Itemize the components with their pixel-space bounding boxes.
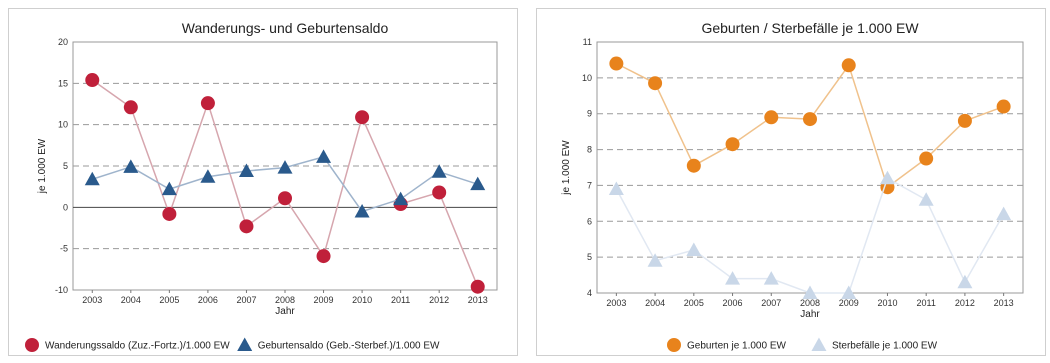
chart-1-y-tick-label: 5 [63, 161, 68, 171]
chart-1-series-0-point [432, 185, 447, 200]
chart-1-series-0-point [123, 100, 138, 115]
chart-1-series-1-point [84, 171, 100, 186]
chart-2-y-tick-label: 6 [587, 216, 592, 226]
chart-2-y-tick-label: 9 [587, 109, 592, 119]
chart-2-series-1-point [686, 242, 702, 256]
chart-1-series-1-point [393, 191, 409, 206]
chart-1-series-1-point [200, 169, 216, 183]
chart-2-legend-1-label: Sterbefälle je 1.000 EW [832, 341, 938, 352]
chart-2-x-tick-label: 2005 [684, 298, 704, 308]
chart-1-series-1-point [431, 164, 447, 178]
chart-1-x-tick-label: 2003 [82, 295, 102, 305]
chart-1-x-axis-label: Jahr [275, 306, 295, 317]
chart-1-series-1-point [277, 160, 293, 174]
chart-2-series-0-point [609, 56, 624, 71]
chart-1-series-1-point [123, 159, 139, 173]
chart-2-y-tick-label: 4 [587, 288, 592, 298]
chart-panel-births-deaths: Geburten / Sterbefälle je 1.000 EW 4 5 6 7 8 9… [536, 8, 1046, 356]
chart-1-y-tick-label: 15 [58, 78, 68, 88]
chart-2-series-1-point [647, 253, 663, 267]
chart-2-x-axis-label: Jahr [800, 309, 820, 320]
chart-2-series-1-point [957, 274, 973, 289]
chart-2-series-0-point [841, 58, 856, 73]
chart-1-legend-0-label: Wanderungssaldo (Zuz.-Fortz.)/1.000 EW [45, 341, 230, 352]
chart-2-series-1-point [608, 181, 624, 196]
chart-2-y-tick-label: 8 [587, 145, 592, 155]
chart-2-series-0-point [919, 151, 934, 166]
chart-2-legend-0-marker [667, 338, 681, 352]
chart-1-title: Wanderungs- und Geburtensaldo [182, 20, 389, 36]
chart-2-x-tick-label: 2010 [877, 298, 897, 308]
chart-2-legend-0-label: Geburten je 1.000 EW [687, 341, 787, 352]
chart-2-series-1-point [918, 192, 934, 206]
chart-2-title: Geburten / Sterbefälle je 1.000 EW [701, 20, 919, 36]
chart-1-y-tick-label: 0 [63, 202, 68, 212]
chart-1-y-tick-label: 10 [58, 120, 68, 130]
chart-1-series-0-point [239, 219, 254, 234]
chart-1-y-tick-label: -10 [55, 285, 68, 295]
chart-migration-birth-balance-svg: Wanderungs- und Geburtensaldo -10 -5 0 5 10 15… [25, 20, 498, 352]
chart-1-y-axis-label: je 1.000 EW [37, 138, 48, 194]
chart-1-series-0-point [200, 96, 215, 111]
chart-2-series-0-point [996, 99, 1011, 114]
chart-1-series-0-point [85, 73, 100, 88]
chart-1-series-1-point [238, 163, 254, 177]
chart-births-deaths-svg: Geburten / Sterbefälle je 1.000 EW 4 5 6 7 8 9… [561, 20, 1024, 352]
chart-2-series-1-point [763, 271, 779, 285]
chart-2-y-tick-label: 11 [583, 37, 592, 47]
chart-1-x-tick-label: 2008 [275, 295, 295, 305]
chart-2-legend-1-marker [811, 337, 827, 351]
chart-2-x-tick-label: 2006 [723, 298, 743, 308]
chart-2-x-tick-label: 2012 [955, 298, 975, 308]
chart-panel-migration-birth-balance: Wanderungs- und Geburtensaldo -10 -5 0 5 10 15… [8, 8, 518, 356]
chart-1-series-1-point [161, 181, 177, 196]
chart-2-x-tick-label: 2008 [800, 298, 820, 308]
chart-2-x-tick-label: 2011 [917, 298, 936, 308]
chart-1-series-1-point [470, 176, 486, 191]
chart-1-series-1-point [354, 203, 370, 218]
chart-2-x-tick-label: 2013 [994, 298, 1014, 308]
chart-1-y-tick-label: 20 [58, 37, 68, 47]
chart-2-x-tick-label: 2009 [839, 298, 859, 308]
chart-2-y-tick-label: 5 [587, 252, 592, 262]
chart-2-series-1-point [841, 285, 857, 299]
chart-1-y-tick-label: -5 [60, 244, 68, 254]
chart-1-x-tick-label: 2004 [121, 295, 141, 305]
chart-2-y-tick-label: 10 [582, 73, 592, 83]
chart-1-x-tick-label: 2012 [429, 295, 449, 305]
chart-2-series-0-point [648, 76, 663, 91]
chart-1-legend-1-marker [237, 337, 253, 351]
chart-1-series-0-point [162, 206, 177, 221]
chart-2-series-0-point [686, 158, 701, 173]
chart-1-x-tick-label: 2007 [236, 295, 256, 305]
chart-2-series-1-point [802, 285, 818, 299]
chart-2-series-0-point [957, 113, 972, 128]
chart-2-series-0-point [725, 137, 740, 152]
chart-1-x-tick-label: 2010 [352, 295, 372, 305]
chart-1-legend-0-marker [25, 338, 39, 352]
chart-2-x-tick-label: 2003 [606, 298, 626, 308]
chart-1-x-tick-label: 2011 [391, 295, 410, 305]
chart-2-y-axis-label: je 1.000 EW [561, 140, 572, 196]
chart-2-series-1-point [996, 206, 1012, 221]
chart-1-legend-1-label: Geburtensaldo (Geb.-Sterbef.)/1.000 EW [258, 341, 440, 352]
chart-1-series-1-point [316, 149, 332, 163]
chart-2-y-tick-label: 7 [587, 180, 592, 190]
chart-2-x-tick-label: 2004 [645, 298, 665, 308]
chart-2-x-tick-label: 2007 [761, 298, 781, 308]
chart-2-series-0-point [803, 112, 817, 127]
chart-2-series-0-point [764, 110, 779, 125]
chart-2-series-1-line [615, 177, 1005, 294]
chart-1-series-0-line [91, 79, 479, 287]
chart-1-x-tick-label: 2013 [468, 295, 488, 305]
chart-1-series-0-point [470, 279, 485, 294]
chart-1-x-tick-label: 2009 [314, 295, 334, 305]
chart-2-series-1-point [725, 271, 741, 285]
chart-1-series-0-point [316, 249, 331, 264]
chart-1-series-0-point [278, 191, 292, 206]
chart-1-series-0-point [355, 110, 370, 125]
chart-1-x-tick-label: 2005 [159, 295, 179, 305]
chart-2-series-1-point [879, 170, 895, 185]
chart-1-x-tick-label: 2006 [198, 295, 218, 305]
